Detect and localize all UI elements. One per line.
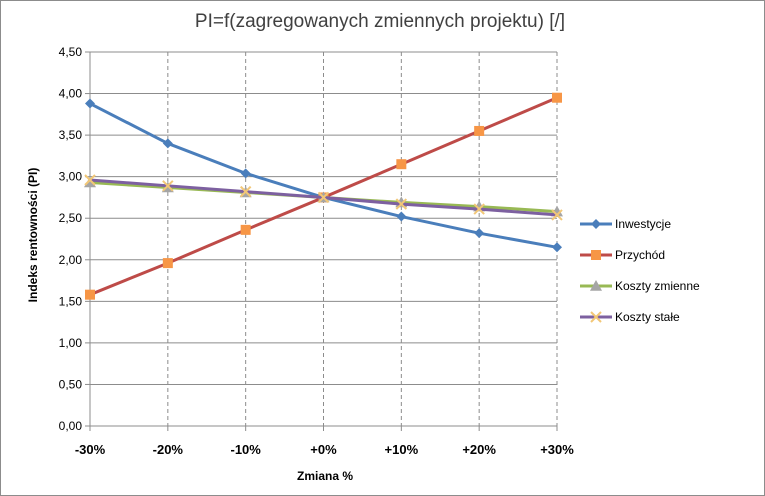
y-tick-label: 3,50: [59, 128, 83, 142]
legend: Inwestycje Przychód Koszty zmienne Koszty s…: [580, 217, 700, 324]
data-point-przych-d: [552, 92, 562, 103]
data-point-koszty-sta-e: [551, 209, 563, 221]
y-tick-label: 2,50: [59, 211, 83, 225]
data-point-inwestycje: [240, 168, 251, 179]
y-tick-labels: 0,00 0,50 1,00 1,50 2,00 2,50 3,00 3,50 4,00 4,50: [59, 45, 83, 433]
y-tick-label: 4,00: [59, 87, 83, 101]
axes: [85, 51, 558, 431]
data-point-przych-d: [396, 159, 407, 170]
legend-item-koszty-sta-e: Koszty stałe: [580, 310, 680, 324]
data-point-koszty-sta-e: [317, 191, 330, 204]
y-tick-label: 3,00: [59, 170, 83, 184]
data-point-inwestycje: [552, 242, 562, 253]
data-point-koszty-sta-e-stroke: [317, 191, 330, 204]
x-tick-label: +20%: [462, 442, 496, 457]
data-point-przych-d: [162, 258, 173, 269]
legend-marker: [591, 219, 601, 229]
legend-marker: [590, 311, 602, 323]
x-tick-label: -10%: [230, 442, 261, 457]
y-tick-label: 4,50: [59, 45, 83, 59]
x-axis-title: Zmiana %: [297, 469, 353, 483]
data-point-inwestycje: [474, 228, 485, 239]
legend-item-koszty-zmienne: Koszty zmienne: [580, 279, 700, 293]
x-tick-label: +30%: [540, 442, 574, 457]
data-point-przych-d: [474, 125, 485, 136]
y-tick-label: 0,00: [59, 419, 83, 433]
data-point-przych-d: [85, 289, 95, 300]
legend-marker: [591, 250, 601, 260]
data-point-koszty-sta-e: [239, 185, 252, 198]
data-point-koszty-zmienne: [84, 176, 96, 188]
data-point-inwestycje: [85, 98, 95, 109]
legend-item-przych-d: Przychód: [580, 248, 665, 262]
x-tick-label: -30%: [75, 442, 106, 457]
legend-label: Przychód: [615, 248, 665, 262]
data-point-koszty-sta-e: [84, 174, 96, 186]
data-point-koszty-sta-e: [473, 203, 485, 215]
data-point-koszty-sta-e: [395, 198, 408, 210]
y-tick-label: 0,50: [59, 377, 83, 391]
series-lines: [84, 92, 563, 300]
legend-label: Koszty zmienne: [615, 279, 700, 293]
legend-label: Inwestycje: [615, 217, 671, 231]
y-tick-label: 1,00: [59, 336, 83, 350]
data-point-koszty-sta-e-stroke: [162, 180, 174, 192]
legend-marker-stroke: [590, 311, 602, 323]
data-point-koszty-sta-e-stroke: [395, 198, 408, 210]
y-tick-label: 2,00: [59, 253, 83, 267]
legend-marker: [590, 280, 602, 291]
data-point-inwestycje: [396, 211, 407, 222]
x-tick-label: +10%: [385, 442, 419, 457]
data-point-koszty-sta-e-stroke: [84, 174, 96, 186]
series-koszty-sta-e: [84, 174, 563, 221]
data-point-koszty-sta-e: [162, 180, 174, 192]
data-point-inwestycje: [162, 138, 173, 149]
y-tick-label: 1,50: [59, 294, 83, 308]
y-axis-title: Indeks rentowności (PI): [26, 168, 40, 303]
chart-title: PI=f(zagregowanych zmiennych projektu) […: [195, 11, 565, 32]
data-point-koszty-sta-e-stroke: [473, 203, 485, 215]
data-point-przych-d: [240, 224, 251, 235]
x-tick-labels: -30% -20% -10% +0% +10% +20% +30%: [75, 442, 574, 457]
legend-item-inwestycje: Inwestycje: [580, 217, 671, 231]
data-point-koszty-sta-e-stroke: [551, 209, 563, 221]
gridlines: [90, 51, 558, 426]
data-point-koszty-sta-e-stroke: [239, 185, 252, 198]
x-tick-label: +0%: [310, 442, 337, 457]
legend-label: Koszty stałe: [615, 310, 680, 324]
x-tick-label: -20%: [153, 442, 184, 457]
